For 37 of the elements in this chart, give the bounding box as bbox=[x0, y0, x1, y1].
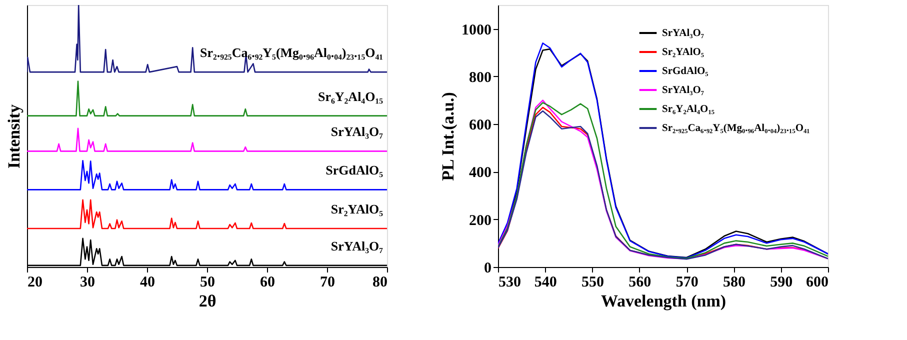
y-tick-label: 400 bbox=[469, 165, 492, 182]
y-tick-label: 200 bbox=[469, 212, 492, 229]
legend-label: Sr₂YAlO₅ bbox=[662, 47, 704, 58]
y-tick-label: 1000 bbox=[462, 22, 492, 38]
series-label: Sr₆Y₂Al₄O₁₅ bbox=[318, 88, 384, 104]
x-tick-label: 540 bbox=[534, 274, 557, 290]
y-axis-title: PL Int.(a.u.) bbox=[438, 92, 458, 181]
y-tick-label: 0 bbox=[484, 260, 492, 276]
x-tick-label: 580 bbox=[722, 274, 746, 290]
x-tick-label: 530 bbox=[498, 274, 521, 290]
x-axis-title: Wavelength (nm) bbox=[600, 292, 726, 310]
x-tick-label: 50 bbox=[200, 274, 215, 290]
x-tick-label: 590 bbox=[770, 274, 793, 290]
y-tick-label: 600 bbox=[469, 118, 492, 134]
x-tick-label: 80 bbox=[372, 274, 388, 290]
series-label: SrGdAlO₅ bbox=[326, 162, 384, 178]
legend-label: SrYAl₃O₇ bbox=[662, 28, 704, 39]
legend-label: SrGdAlO₅ bbox=[662, 66, 708, 77]
x-tick-label: 70 bbox=[320, 274, 335, 290]
x-tick-label: 560 bbox=[628, 274, 652, 290]
series-label: SrYAl₃O₇ bbox=[330, 124, 384, 140]
legend-label: Sr₆Y₂Al₄O₁₅ bbox=[662, 104, 714, 115]
y-tick-label: 800 bbox=[469, 70, 492, 86]
y-axis-title: Intensity bbox=[4, 104, 24, 169]
series-label: Sr₂.₉₂₅Ca₆.₉₂Y₅(Mg₀.₉₆Al₀.₀₄)₂₃.₁₅O₄₁ bbox=[200, 45, 384, 60]
x-tick-label: 20 bbox=[28, 274, 42, 290]
x-tick-label: 60 bbox=[260, 274, 275, 290]
x-axis-title: 2θ bbox=[198, 292, 216, 310]
x-tick-label: 570 bbox=[676, 274, 698, 290]
series-label: SrYAl₃O₇ bbox=[330, 238, 384, 254]
x-tick-label: 550 bbox=[582, 274, 604, 290]
series-label: Sr₂YAlO₅ bbox=[330, 201, 384, 216]
x-tick-label: 30 bbox=[80, 274, 95, 290]
legend-label: SrYAl₃O₇ bbox=[662, 85, 704, 96]
x-tick-label: 40 bbox=[140, 274, 155, 290]
legend-label: Sr₂.₉₂₅Ca₆.₉₂Y₅(Mg₀.₉₆Al₀.₀₄)₂₃.₁₅O₄₁ bbox=[662, 123, 810, 134]
x-tick-label: 600 bbox=[806, 274, 828, 290]
